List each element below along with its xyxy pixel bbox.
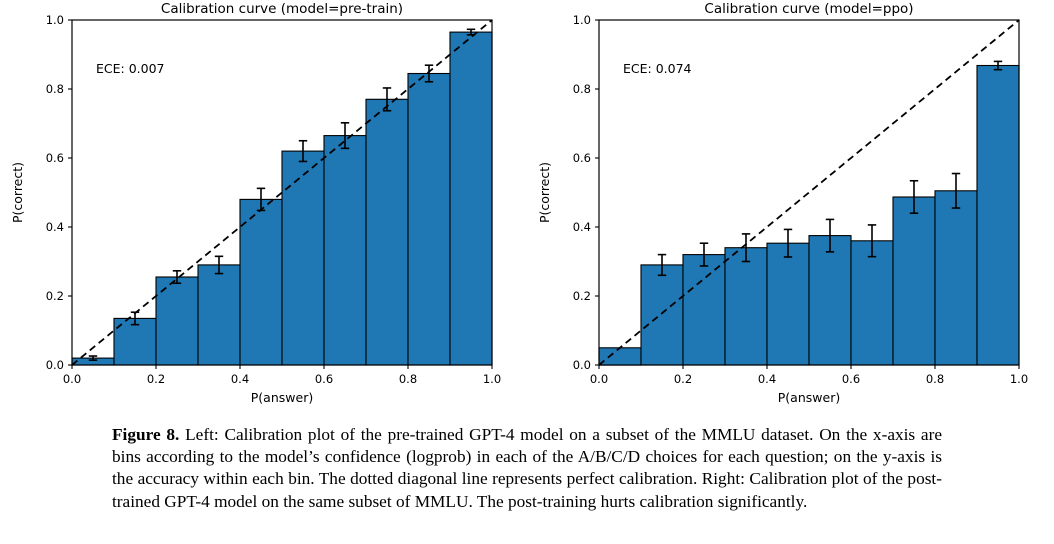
caption-label: Figure 8. bbox=[112, 425, 180, 444]
histogram-bar bbox=[808, 235, 852, 366]
chart-panel-pretrain: 0.0 0.2 0.4 0.6 0.8 1.0 0.0 0.2 0.4 0.6 0.8 1.0 Cali… bbox=[0, 0, 527, 412]
error-bar bbox=[699, 242, 709, 267]
histogram-bar bbox=[239, 198, 283, 366]
histogram-bar bbox=[934, 190, 978, 366]
x-tick-label: 1.0 bbox=[483, 372, 501, 386]
y-tick-label: 0.2 bbox=[573, 289, 591, 303]
ece-annotation: ECE: 0.074 bbox=[623, 61, 692, 76]
histogram-bar bbox=[682, 254, 726, 366]
x-tick-label: 0.4 bbox=[758, 372, 776, 386]
caption-text: Left: Calibration plot of the pre-traine… bbox=[112, 425, 943, 511]
y-axis-label: P(correct) bbox=[537, 162, 552, 223]
histogram-bar bbox=[449, 31, 493, 366]
histogram-bar bbox=[976, 64, 1020, 366]
error-bar bbox=[172, 270, 182, 285]
x-tick-label: 0.8 bbox=[399, 372, 417, 386]
histogram-bar bbox=[323, 135, 367, 366]
x-tick-label: 0.0 bbox=[63, 372, 81, 386]
y-tick-label: 0.4 bbox=[573, 220, 591, 234]
x-tick-label: 0.6 bbox=[315, 372, 333, 386]
x-tick-label: 0.6 bbox=[842, 372, 860, 386]
histogram-bar bbox=[365, 98, 409, 366]
error-bar bbox=[951, 172, 961, 209]
y-tick-label: 1.0 bbox=[573, 13, 591, 27]
error-bar bbox=[909, 179, 919, 214]
error-bar bbox=[88, 355, 98, 361]
histogram-bar bbox=[197, 264, 241, 366]
y-tick-label: 0.0 bbox=[46, 358, 64, 372]
plot-border bbox=[598, 19, 1020, 366]
error-bar bbox=[424, 64, 434, 83]
y-tick-label: 0.2 bbox=[46, 289, 64, 303]
calibration-chart-pretrain: 0.0 0.2 0.4 0.6 0.8 1.0 0.0 0.2 0.4 0.6 0.8 1.0 Cali… bbox=[10, 1, 501, 405]
error-bar bbox=[867, 224, 877, 258]
x-tick-label: 1.0 bbox=[1010, 372, 1028, 386]
histogram-bar bbox=[850, 240, 894, 366]
error-bar bbox=[741, 233, 751, 263]
error-bar bbox=[993, 60, 1003, 71]
x-tick-label: 0.4 bbox=[231, 372, 249, 386]
error-bar bbox=[214, 255, 224, 275]
ece-annotation: ECE: 0.007 bbox=[96, 61, 165, 76]
y-tick-label: 0.0 bbox=[573, 358, 591, 372]
calibration-chart-ppo: 0.0 0.2 0.4 0.6 0.8 1.0 0.0 0.2 0.4 0.6 0.8 1.0 Cali… bbox=[537, 1, 1028, 405]
chart-title: Calibration curve (model=pre-train) bbox=[161, 1, 403, 17]
x-axis-label: P(answer) bbox=[778, 390, 840, 405]
error-bar bbox=[825, 218, 835, 253]
error-bar bbox=[657, 253, 667, 277]
error-bar bbox=[783, 228, 793, 258]
figure-caption: Figure 8. Left: Calibration plot of the … bbox=[112, 424, 942, 513]
error-bar bbox=[340, 122, 350, 150]
chart-title: Calibration curve (model=ppo) bbox=[704, 1, 913, 17]
x-tick-label: 0.2 bbox=[147, 372, 165, 386]
histogram-bar bbox=[892, 196, 936, 366]
y-tick-label: 0.6 bbox=[46, 151, 64, 165]
charts-row: 0.0 0.2 0.4 0.6 0.8 1.0 0.0 0.2 0.4 0.6 0.8 1.0 Cali… bbox=[0, 0, 1054, 412]
x-tick-label: 0.0 bbox=[590, 372, 608, 386]
y-tick-label: 0.4 bbox=[46, 220, 64, 234]
histogram-bar bbox=[724, 247, 768, 366]
plot-border bbox=[71, 19, 493, 366]
histogram-bar bbox=[407, 72, 451, 366]
histogram-bar bbox=[281, 150, 325, 366]
x-tick-label: 0.8 bbox=[926, 372, 944, 386]
perfect-calibration-line bbox=[71, 19, 493, 366]
x-axis-label: P(answer) bbox=[251, 390, 313, 405]
histogram-bar bbox=[766, 242, 810, 366]
y-axis-label: P(correct) bbox=[10, 162, 25, 223]
chart-panel-ppo: 0.0 0.2 0.4 0.6 0.8 1.0 0.0 0.2 0.4 0.6 0.8 1.0 Cali… bbox=[527, 0, 1054, 412]
perfect-calibration-line bbox=[598, 19, 1020, 366]
y-tick-label: 0.6 bbox=[573, 151, 591, 165]
y-tick-label: 1.0 bbox=[46, 13, 64, 27]
y-tick-label: 0.8 bbox=[573, 82, 591, 96]
y-tick-label: 0.8 bbox=[46, 82, 64, 96]
x-tick-label: 0.2 bbox=[674, 372, 692, 386]
histogram-bar bbox=[598, 347, 642, 366]
error-bar bbox=[298, 139, 308, 163]
histogram-bar bbox=[640, 264, 684, 366]
